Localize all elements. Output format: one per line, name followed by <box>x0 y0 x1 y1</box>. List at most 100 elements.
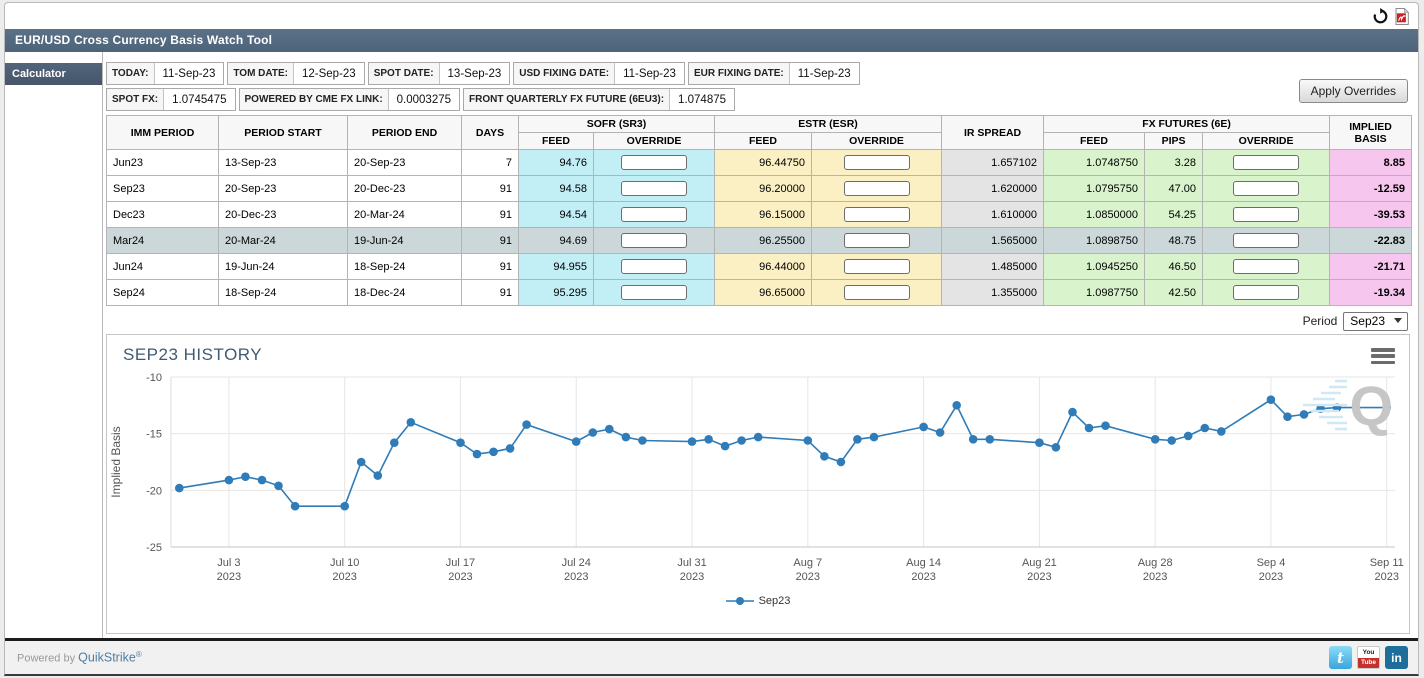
apply-overrides-button[interactable]: Apply Overrides <box>1299 79 1408 103</box>
col-header-imm-period: IMM PERIOD <box>107 116 219 150</box>
estr-override-input[interactable] <box>844 181 910 196</box>
sub-header-fx-override: OVERRIDE <box>1203 133 1330 150</box>
period-row: Period Sep23 <box>106 311 1408 331</box>
sofr-override-input[interactable] <box>621 259 687 274</box>
pdf-report-icon[interactable] <box>1395 8 1409 25</box>
history-chart-panel: SEP23 HISTORY Q <box>106 334 1410 634</box>
spot-date-label: SPOT DATE: <box>369 63 439 84</box>
estr-feed-cell: 96.15000 <box>715 202 812 228</box>
imm-period-cell: Sep23 <box>107 176 219 202</box>
fx-override-input[interactable] <box>1233 155 1299 170</box>
estr-override-cell <box>812 254 942 280</box>
chart-menu-icon[interactable] <box>1371 348 1395 364</box>
estr-override-cell <box>812 202 942 228</box>
estr-override-input[interactable] <box>844 207 910 222</box>
fx-override-input[interactable] <box>1233 285 1299 300</box>
implied-basis-cell: -22.83 <box>1330 228 1412 254</box>
period-start-cell: 20-Mar-24 <box>219 228 348 254</box>
svg-text:Sep 4: Sep 4 <box>1257 557 1286 569</box>
sub-header-fx-pips: PIPS <box>1145 133 1203 150</box>
ir-spread-cell: 1.610000 <box>942 202 1044 228</box>
estr-override-input[interactable] <box>844 155 910 170</box>
sofr-override-cell <box>594 150 715 176</box>
refresh-icon[interactable] <box>1372 8 1389 25</box>
powered-by-cme-fx-link-label: POWERED BY CME FX LINK: <box>240 89 388 110</box>
period-end-cell: 20-Dec-23 <box>348 176 462 202</box>
chart-legend[interactable]: Sep23 <box>107 595 1409 607</box>
ir-spread-cell: 1.657102 <box>942 150 1044 176</box>
usd-fixing-date-field: USD FIXING DATE:11-Sep-23 <box>513 62 685 85</box>
estr-override-input[interactable] <box>844 259 910 274</box>
fx-pips-cell: 3.28 <box>1145 150 1203 176</box>
quikstrike-link[interactable]: QuikStrike <box>78 651 136 665</box>
powered-by-cme-fx-link-field: POWERED BY CME FX LINK:0.0003275 <box>239 88 461 111</box>
svg-text:2023: 2023 <box>680 571 704 583</box>
linkedin-icon[interactable]: in <box>1385 646 1408 669</box>
implied-basis-cell: -12.59 <box>1330 176 1412 202</box>
sub-header-fx-feed: FEED <box>1044 133 1145 150</box>
table-row: Mar2420-Mar-2419-Jun-249194.6996.255001.… <box>107 228 1412 254</box>
period-start-cell: 19-Jun-24 <box>219 254 348 280</box>
youtube-icon[interactable]: You Tube <box>1357 646 1380 669</box>
fx-override-cell <box>1203 150 1330 176</box>
estr-override-input[interactable] <box>844 285 910 300</box>
sub-header-sofr-feed: FEED <box>519 133 594 150</box>
implied-basis-cell: 8.85 <box>1330 150 1412 176</box>
imm-period-cell: Dec23 <box>107 202 219 228</box>
imm-period-cell: Sep24 <box>107 280 219 306</box>
group-header-estr: ESTR (ESR) <box>715 116 942 133</box>
svg-text:-15: -15 <box>146 429 162 441</box>
sofr-override-input[interactable] <box>621 285 687 300</box>
table-row: Sep2320-Sep-2320-Dec-239194.5896.200001.… <box>107 176 1412 202</box>
svg-text:-20: -20 <box>146 485 162 497</box>
period-select[interactable]: Sep23 <box>1343 312 1408 331</box>
period-end-cell: 20-Mar-24 <box>348 202 462 228</box>
svg-text:Aug 7: Aug 7 <box>793 557 822 569</box>
fx-override-input[interactable] <box>1233 181 1299 196</box>
period-start-cell: 13-Sep-23 <box>219 150 348 176</box>
svg-text:2023: 2023 <box>217 571 241 583</box>
days-cell: 7 <box>462 150 519 176</box>
ir-spread-cell: 1.485000 <box>942 254 1044 280</box>
estr-feed-cell: 96.44750 <box>715 150 812 176</box>
fx-override-cell <box>1203 228 1330 254</box>
svg-text:Jul 31: Jul 31 <box>677 557 706 569</box>
estr-override-cell <box>812 280 942 306</box>
sofr-override-input[interactable] <box>621 207 687 222</box>
sub-header-estr-override: OVERRIDE <box>812 133 942 150</box>
period-end-cell: 18-Sep-24 <box>348 254 462 280</box>
period-start-cell: 20-Dec-23 <box>219 202 348 228</box>
ir-spread-cell: 1.620000 <box>942 176 1044 202</box>
period-end-cell: 18-Dec-24 <box>348 280 462 306</box>
front-quarterly-fx-future-6eu3--label: FRONT QUARTERLY FX FUTURE (6EU3): <box>464 89 669 110</box>
twitter-icon[interactable]: t <box>1329 646 1352 669</box>
ir-spread-cell: 1.355000 <box>942 280 1044 306</box>
days-cell: 91 <box>462 228 519 254</box>
sub-header-estr-feed: FEED <box>715 133 812 150</box>
fx-feed-cell: 1.0795750 <box>1044 176 1145 202</box>
fx-override-input[interactable] <box>1233 259 1299 274</box>
sidebar-tab-calculator[interactable]: Calculator <box>5 63 102 85</box>
spot-fx-label: SPOT FX: <box>107 89 163 110</box>
svg-text:2023: 2023 <box>1259 571 1283 583</box>
sub-header-sofr-override: OVERRIDE <box>594 133 715 150</box>
days-cell: 91 <box>462 202 519 228</box>
estr-override-input[interactable] <box>844 233 910 248</box>
svg-text:2023: 2023 <box>448 571 472 583</box>
days-cell: 91 <box>462 280 519 306</box>
sofr-feed-cell: 94.955 <box>519 254 594 280</box>
sofr-override-input[interactable] <box>621 233 687 248</box>
fx-pips-cell: 48.75 <box>1145 228 1203 254</box>
estr-override-cell <box>812 228 942 254</box>
fx-override-input[interactable] <box>1233 233 1299 248</box>
registered-mark: ® <box>136 650 142 659</box>
front-quarterly-fx-future-6eu3--value: 1.074875 <box>669 89 734 110</box>
sofr-override-cell <box>594 280 715 306</box>
svg-text:Jul 17: Jul 17 <box>446 557 475 569</box>
fx-override-input[interactable] <box>1233 207 1299 222</box>
sidebar: Calculator <box>5 52 103 638</box>
sofr-override-input[interactable] <box>621 155 687 170</box>
today-value: 11-Sep-23 <box>154 63 224 84</box>
sofr-override-input[interactable] <box>621 181 687 196</box>
estr-feed-cell: 96.25500 <box>715 228 812 254</box>
